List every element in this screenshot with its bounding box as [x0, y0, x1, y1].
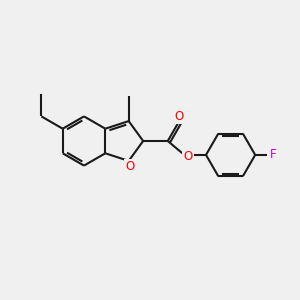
Text: O: O	[125, 160, 134, 172]
Text: O: O	[174, 110, 183, 123]
Text: O: O	[183, 150, 193, 163]
Text: F: F	[270, 148, 276, 161]
